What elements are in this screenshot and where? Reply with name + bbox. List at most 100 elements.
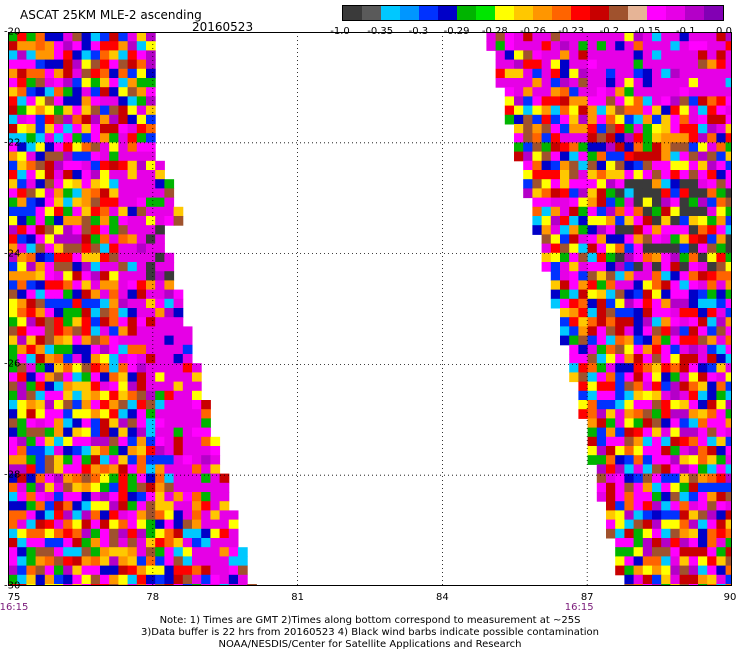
data-cell: [532, 50, 543, 61]
data-cell: [17, 59, 27, 70]
data-cell: [182, 510, 193, 521]
data-cell: [81, 308, 92, 318]
data-cell: [63, 32, 73, 42]
data-cell: [707, 547, 717, 557]
data-cell: [118, 501, 129, 511]
data-cell: [624, 78, 635, 88]
data-cell: [550, 243, 561, 254]
data-cell: [54, 528, 64, 539]
data-cell: [72, 271, 83, 281]
data-cell: [8, 271, 18, 281]
data-cell: [679, 216, 690, 226]
data-cell: [146, 528, 156, 539]
data-cell: [164, 308, 175, 318]
data-cell: [670, 114, 681, 125]
data-cell: [201, 492, 211, 502]
data-cell: [35, 501, 46, 511]
data-cell: [109, 354, 119, 364]
data-cell: [201, 473, 211, 484]
data-cell: [688, 105, 699, 116]
data-cell: [716, 41, 727, 51]
data-cell: [633, 528, 644, 539]
data-cell: [173, 510, 184, 521]
data-cell: [109, 446, 119, 456]
data-cell: [146, 50, 156, 61]
data-cell: [17, 206, 27, 217]
data-cell: [8, 344, 18, 355]
data-cell: [606, 455, 616, 465]
data-cell: [679, 363, 690, 373]
data-cell: [127, 243, 138, 254]
data-cell: [606, 289, 616, 300]
data-cell: [173, 354, 184, 364]
data-cell: [698, 427, 708, 438]
data-cell: [652, 124, 662, 134]
data-cell: [155, 427, 165, 438]
data-cell: [725, 105, 732, 116]
data-cell: [688, 252, 699, 263]
data-cell: [72, 354, 83, 364]
data-cell: [698, 289, 708, 300]
data-cell: [127, 390, 138, 401]
data-cell: [725, 124, 732, 134]
data-cell: [182, 482, 193, 493]
data-cell: [532, 78, 543, 88]
data-cell: [652, 464, 662, 475]
data-cell: [670, 179, 681, 189]
data-cell: [716, 105, 727, 116]
data-cell: [670, 225, 681, 235]
data-cell: [100, 528, 110, 539]
data-cell: [688, 289, 699, 300]
data-cell: [670, 160, 681, 171]
data-cell: [615, 133, 625, 143]
swath-cells: [8, 32, 732, 586]
data-cell: [725, 225, 732, 235]
data-cell: [72, 556, 83, 567]
data-cell: [109, 179, 119, 189]
data-cell: [118, 50, 129, 61]
colorbar-swatch: [362, 6, 381, 20]
data-cell: [532, 142, 543, 153]
data-cell: [72, 464, 83, 475]
data-cell: [219, 528, 230, 539]
data-cell: [90, 427, 101, 438]
data-cell: [661, 455, 671, 465]
data-cell: [652, 501, 662, 511]
data-cell: [661, 547, 671, 557]
data-cell: [596, 482, 607, 493]
data-cell: [670, 188, 681, 199]
data-cell: [661, 124, 671, 134]
data-cell: [146, 326, 156, 337]
data-cell: [72, 574, 83, 585]
data-cell: [624, 105, 635, 116]
data-cell: [642, 225, 653, 235]
data-cell: [652, 400, 662, 410]
data-cell: [661, 298, 671, 309]
data-cell: [652, 436, 662, 447]
data-cell: [642, 464, 653, 475]
data-cell: [210, 565, 221, 576]
data-cell: [63, 124, 73, 134]
data-cell: [63, 501, 73, 511]
data-cell: [606, 501, 616, 511]
data-cell: [8, 142, 18, 153]
data-cell: [652, 262, 662, 272]
data-cell: [109, 501, 119, 511]
data-cell: [716, 179, 727, 189]
data-cell: [688, 538, 699, 548]
data-cell: [72, 216, 83, 226]
data-cell: [146, 574, 156, 585]
data-cell: [642, 372, 653, 383]
data-cell: [155, 464, 165, 475]
data-cell: [670, 317, 681, 327]
data-cell: [560, 142, 570, 153]
data-cell: [615, 446, 625, 456]
data-cell: [109, 464, 119, 475]
data-cell: [54, 492, 64, 502]
data-cell: [210, 482, 221, 493]
data-cell: [100, 354, 110, 364]
data-cell: [523, 124, 533, 134]
data-cell: [624, 206, 635, 217]
data-cell: [136, 363, 147, 373]
data-cell: [550, 160, 561, 171]
